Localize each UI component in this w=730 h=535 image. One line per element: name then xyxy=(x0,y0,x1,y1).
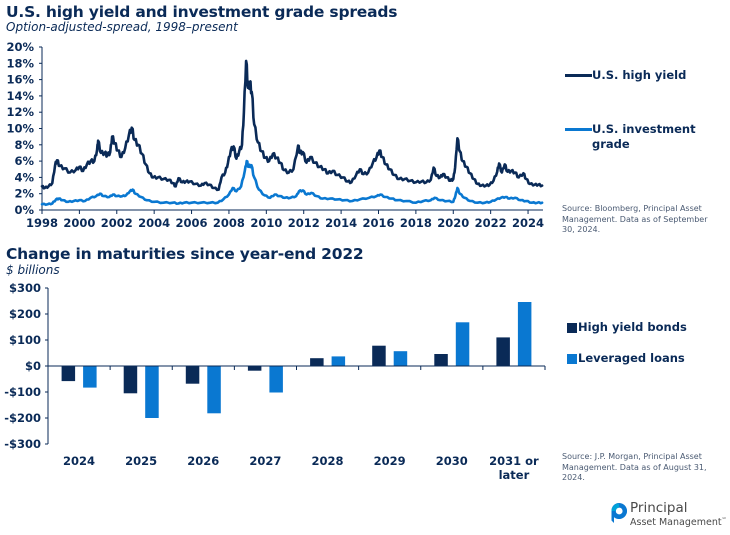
x-tick-label: 2026 xyxy=(187,454,219,468)
y-tick-label: 16% xyxy=(6,73,34,87)
principal-logo-subtitle: Asset Management℠ xyxy=(630,517,727,528)
x-tick-label: 2031 or xyxy=(489,454,539,468)
principal-logo: Principal Asset Management℠ xyxy=(611,500,729,532)
legend-label-high-yield: U.S. high yield xyxy=(592,68,687,82)
bar-leveraged-loans xyxy=(207,366,221,414)
legend-swatch-leveraged-loans xyxy=(567,354,577,364)
bar-high-yield-bonds xyxy=(372,345,386,366)
bar-high-yield-bonds xyxy=(434,354,448,366)
y-tick-label: -$100 xyxy=(4,385,41,399)
bar-high-yield-bonds xyxy=(123,366,138,394)
y-tick-label: 4% xyxy=(14,170,34,184)
x-tick-label: 2004 xyxy=(138,216,170,230)
bar-leveraged-loans xyxy=(331,356,346,366)
y-tick-label: 10% xyxy=(6,122,34,136)
x-tick-label: 1998 xyxy=(26,216,58,230)
bar-leveraged-loans xyxy=(145,366,159,418)
spreads-chart-subtitle: Option-adjusted-spread, 1998–present xyxy=(6,20,238,34)
x-tick-label: 2000 xyxy=(63,216,95,230)
y-tick-label: 8% xyxy=(14,138,34,152)
bar-high-yield-bonds xyxy=(310,358,324,366)
spreads-line-chart: 0% 2% 4% 6% 8% 10% 12% 14% 16% 18% 20% 1998 2000 2002… xyxy=(6,40,544,230)
bar-high-yield-bonds xyxy=(247,366,262,371)
x-tick-label: 2012 xyxy=(288,216,320,230)
x-tick-label: 2024 xyxy=(512,216,544,230)
y-tick-label: -$300 xyxy=(4,437,41,451)
x-tick-label: 2002 xyxy=(101,216,133,230)
legend-line-investment-grade xyxy=(565,128,592,131)
x-tick-label: 2028 xyxy=(312,454,344,468)
x-tick-label: 2022 xyxy=(475,216,507,230)
x-tick-label: 2010 xyxy=(250,216,282,230)
y-tick-label: 6% xyxy=(14,154,34,168)
bar-high-yield-bonds xyxy=(61,366,76,382)
x-tick-label: 2014 xyxy=(325,216,357,230)
principal-logo-icon xyxy=(611,503,627,523)
x-tick-label: 2027 xyxy=(249,454,281,468)
y-tick-label: 12% xyxy=(6,105,34,119)
x-tick-label: 2008 xyxy=(213,216,245,230)
logo-sub-text: Asset Management xyxy=(630,517,722,529)
source-note-bottom: Source: J.P. Morgan, Principal Asset Man… xyxy=(562,452,707,482)
service-mark: ℠ xyxy=(721,517,727,523)
y-tick-label: 2% xyxy=(14,187,34,201)
x-tick-label: 2025 xyxy=(125,454,157,468)
y-tick-label: 0% xyxy=(14,203,34,217)
x-tick-label: 2029 xyxy=(374,454,406,468)
series-line-investment-grade xyxy=(40,159,544,207)
y-tick-label: 18% xyxy=(6,56,34,70)
bar-leveraged-loans xyxy=(517,302,532,366)
legend-line-high-yield xyxy=(565,74,592,77)
x-tick-label: later xyxy=(499,468,530,482)
x-tick-label: 2016 xyxy=(362,216,394,230)
principal-logo-name: Principal xyxy=(630,500,688,516)
bar-high-yield-bonds xyxy=(496,337,510,366)
bar-leveraged-loans xyxy=(269,366,283,393)
y-tick-label: $300 xyxy=(9,281,41,295)
y-tick-label: -$200 xyxy=(4,411,41,425)
y-tick-label: $0 xyxy=(25,359,41,373)
bar-leveraged-loans xyxy=(393,351,408,366)
bar-leveraged-loans xyxy=(455,322,470,366)
maturities-chart-title: Change in maturities since year-end 2022 xyxy=(6,245,364,263)
legend-label-leveraged-loans: Leveraged loans xyxy=(578,351,685,365)
y-tick-label: 20% xyxy=(6,40,34,54)
maturities-chart-subtitle: $ billions xyxy=(6,263,60,277)
x-tick-label: 2030 xyxy=(436,454,468,468)
y-tick-label: $100 xyxy=(9,333,41,347)
x-tick-label: 2018 xyxy=(400,216,432,230)
x-tick-label: 2006 xyxy=(176,216,208,230)
bar-leveraged-loans xyxy=(83,366,97,388)
x-tick-label: 2020 xyxy=(437,216,469,230)
legend-label-high-yield-bonds: High yield bonds xyxy=(578,320,687,334)
x-tick-label: 2024 xyxy=(63,454,95,468)
source-note-top: Source: Bloomberg, Principal Asset Manag… xyxy=(562,204,708,234)
series-line-high-yield xyxy=(40,59,544,192)
legend-label-investment-grade: U.S. investment grade xyxy=(592,122,696,151)
y-tick-label: 14% xyxy=(6,89,34,103)
spreads-chart-title: U.S. high yield and investment grade spr… xyxy=(6,3,398,21)
bar-high-yield-bonds xyxy=(185,366,200,384)
y-tick-label: $200 xyxy=(9,307,41,321)
legend-swatch-high-yield-bonds xyxy=(567,323,577,333)
